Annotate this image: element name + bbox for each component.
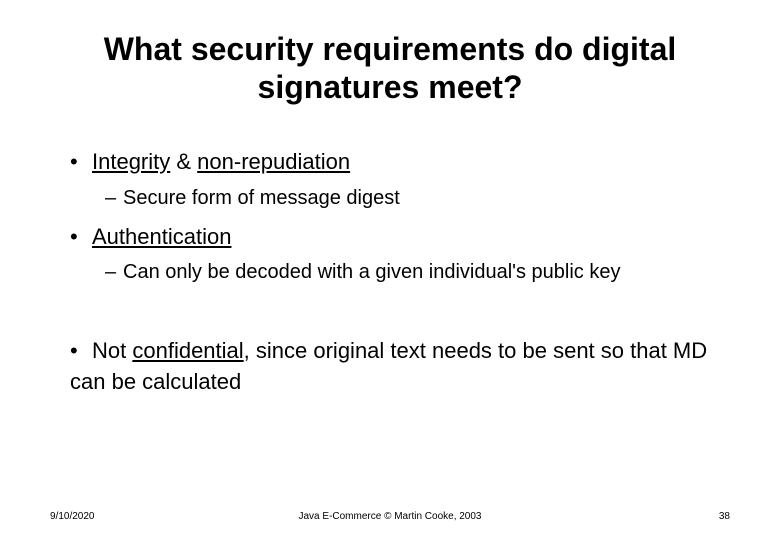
- bullet-mark: •: [70, 147, 92, 178]
- text-decoded: Can only be decoded with a given individ…: [123, 261, 620, 283]
- slide-title: What security requirements do digital si…: [50, 30, 730, 107]
- text-authentication: Authentication: [92, 224, 231, 249]
- subbullet-secure-digest: –Secure form of message digest: [105, 184, 730, 212]
- dash-mark: –: [105, 184, 123, 212]
- text-and: &: [170, 149, 197, 174]
- bullet-not-confidential: •Not confidential, since original text n…: [70, 336, 730, 398]
- slide-content: •Integrity & non-repudiation –Secure for…: [50, 147, 730, 398]
- dash-mark: –: [105, 258, 123, 286]
- footer-page-number: 38: [719, 511, 730, 522]
- text-secure-digest: Secure form of message digest: [123, 187, 400, 209]
- text-integrity: Integrity: [92, 149, 170, 174]
- text-confidential: confidential: [132, 338, 243, 363]
- spacer: [50, 296, 730, 336]
- text-nonrepudiation: non-repudiation: [197, 149, 350, 174]
- footer-copyright: Java E-Commerce © Martin Cooke, 2003: [299, 511, 482, 522]
- bullet-integrity: •Integrity & non-repudiation: [70, 147, 730, 178]
- slide-footer: 9/10/2020 Java E-Commerce © Martin Cooke…: [50, 511, 730, 522]
- bullet-mark: •: [70, 336, 92, 367]
- subbullet-decoded: –Can only be decoded with a given indivi…: [105, 258, 730, 286]
- bullet-authentication: •Authentication: [70, 222, 730, 253]
- text-not: Not: [92, 338, 132, 363]
- bullet-mark: •: [70, 222, 92, 253]
- footer-date: 9/10/2020: [50, 511, 95, 522]
